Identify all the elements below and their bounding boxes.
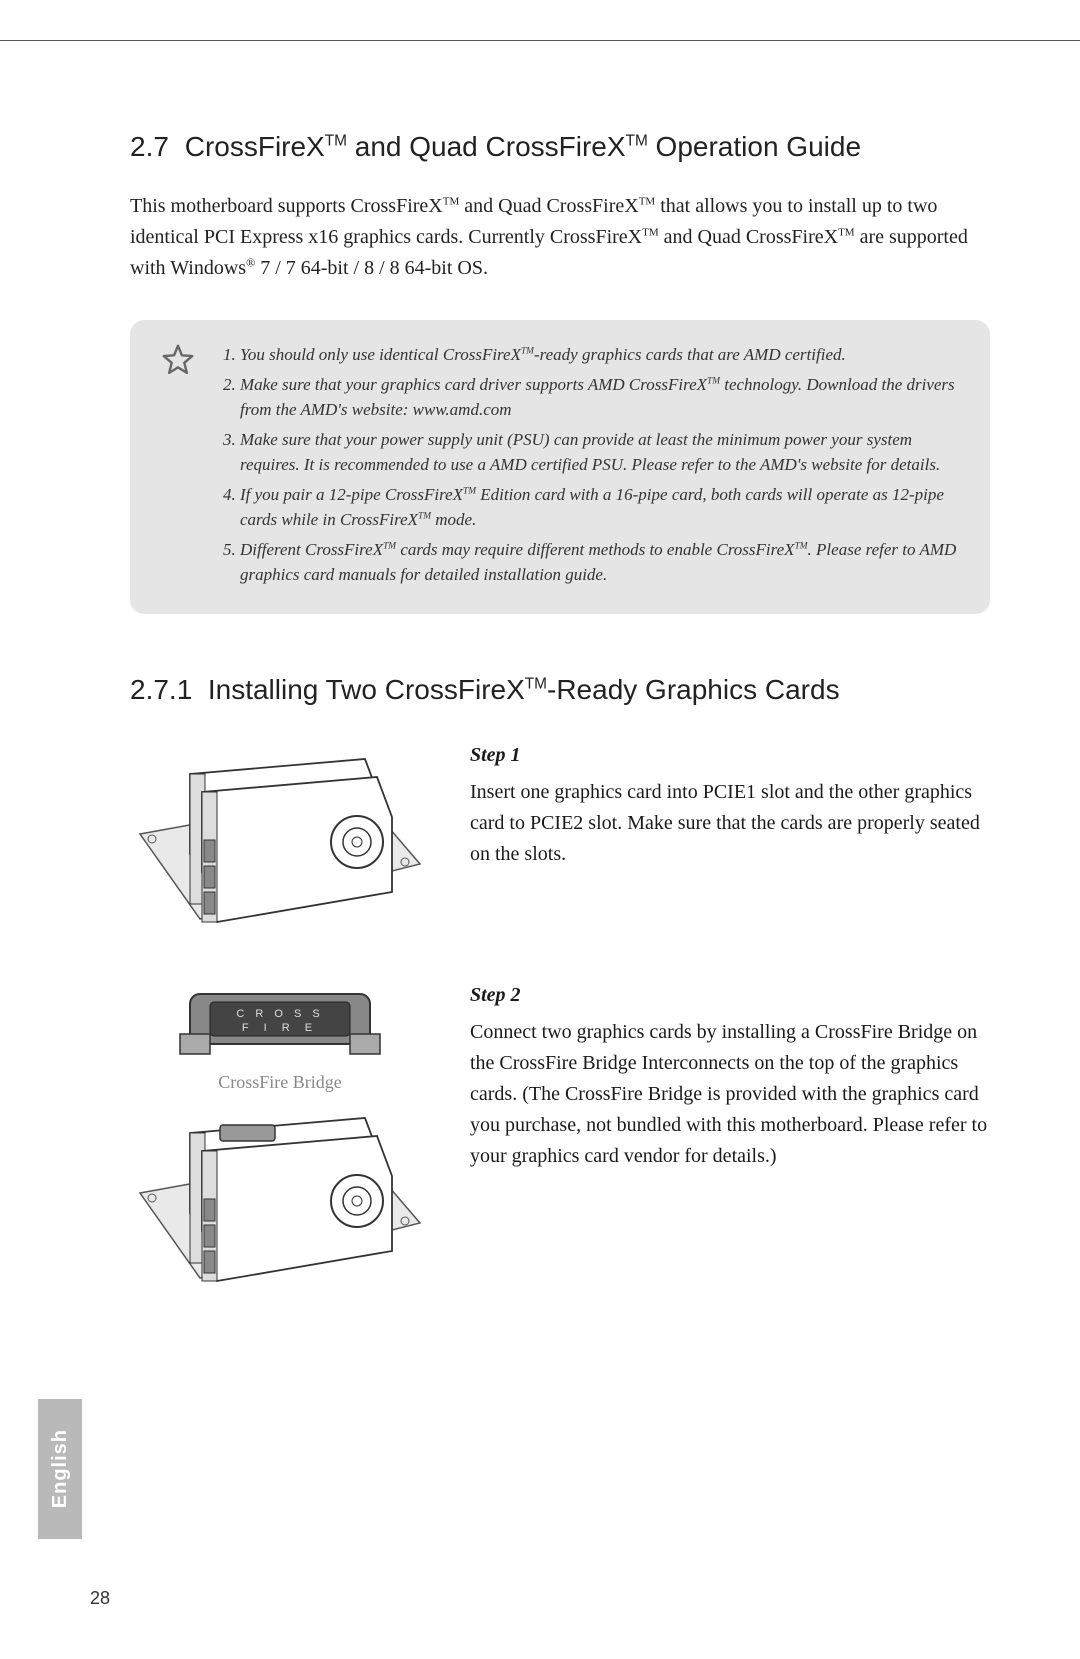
section-heading: 2.7 CrossFireXTM and Quad CrossFireXTM O… [130, 131, 990, 163]
tm-mark: TM [325, 133, 347, 150]
step2-row: C R O S S F I R E CrossFire Bridge [130, 984, 990, 1303]
note-item: If you pair a 12-pipe CrossFireXTM Editi… [240, 482, 960, 533]
note-item: Make sure that your power supply unit (P… [240, 427, 960, 478]
step1-heading: Step 1 [470, 744, 990, 767]
bridge-text-bottom: F I R E [242, 1022, 318, 1034]
note-item: You should only use identical CrossFireX… [240, 342, 960, 368]
section-title-part2: and Quad CrossFireX [347, 131, 626, 162]
step2-text: Step 2 Connect two graphics cards by ins… [470, 984, 990, 1172]
language-tab: English [38, 1399, 82, 1539]
page-number: 28 [90, 1588, 110, 1609]
bridge-text-top: C R O S S [236, 1008, 323, 1020]
step1-text: Step 1 Insert one graphics card into PCI… [470, 744, 990, 870]
note-box: You should only use identical CrossFireX… [130, 320, 990, 614]
step1-illustration [130, 744, 430, 944]
notes-list: You should only use identical CrossFireX… [218, 342, 960, 592]
section-title-part1: CrossFireX [185, 131, 325, 162]
step1-row: Step 1 Insert one graphics card into PCI… [130, 744, 990, 944]
step2-illustration: C R O S S F I R E CrossFire Bridge [130, 984, 430, 1303]
tm-mark: TM [525, 675, 547, 692]
subsection-title-part1: Installing Two CrossFireX [208, 674, 525, 705]
intro-paragraph: This motherboard supports CrossFireXTM a… [130, 191, 990, 284]
language-tab-label: English [49, 1429, 72, 1508]
subsection-title-part2: -Ready Graphics Cards [547, 674, 840, 705]
section-number: 2.7 [130, 131, 169, 162]
tm-mark: TM [626, 133, 648, 150]
subsection-heading: 2.7.1 Installing Two CrossFireXTM-Ready … [130, 674, 990, 706]
step2-body: Connect two graphics cards by installing… [470, 1017, 990, 1172]
note-item: Different CrossFireXTM cards may require… [240, 537, 960, 588]
subsection-number: 2.7.1 [130, 674, 192, 705]
star-icon [160, 342, 196, 378]
note-item: Make sure that your graphics card driver… [240, 372, 960, 423]
page-content: 2.7 CrossFireXTM and Quad CrossFireXTM O… [0, 41, 1080, 1303]
bridge-label: CrossFire Bridge [218, 1072, 342, 1093]
section-title-part3: Operation Guide [648, 131, 861, 162]
step1-body: Insert one graphics card into PCIE1 slot… [470, 777, 990, 870]
step2-heading: Step 2 [470, 984, 990, 1007]
